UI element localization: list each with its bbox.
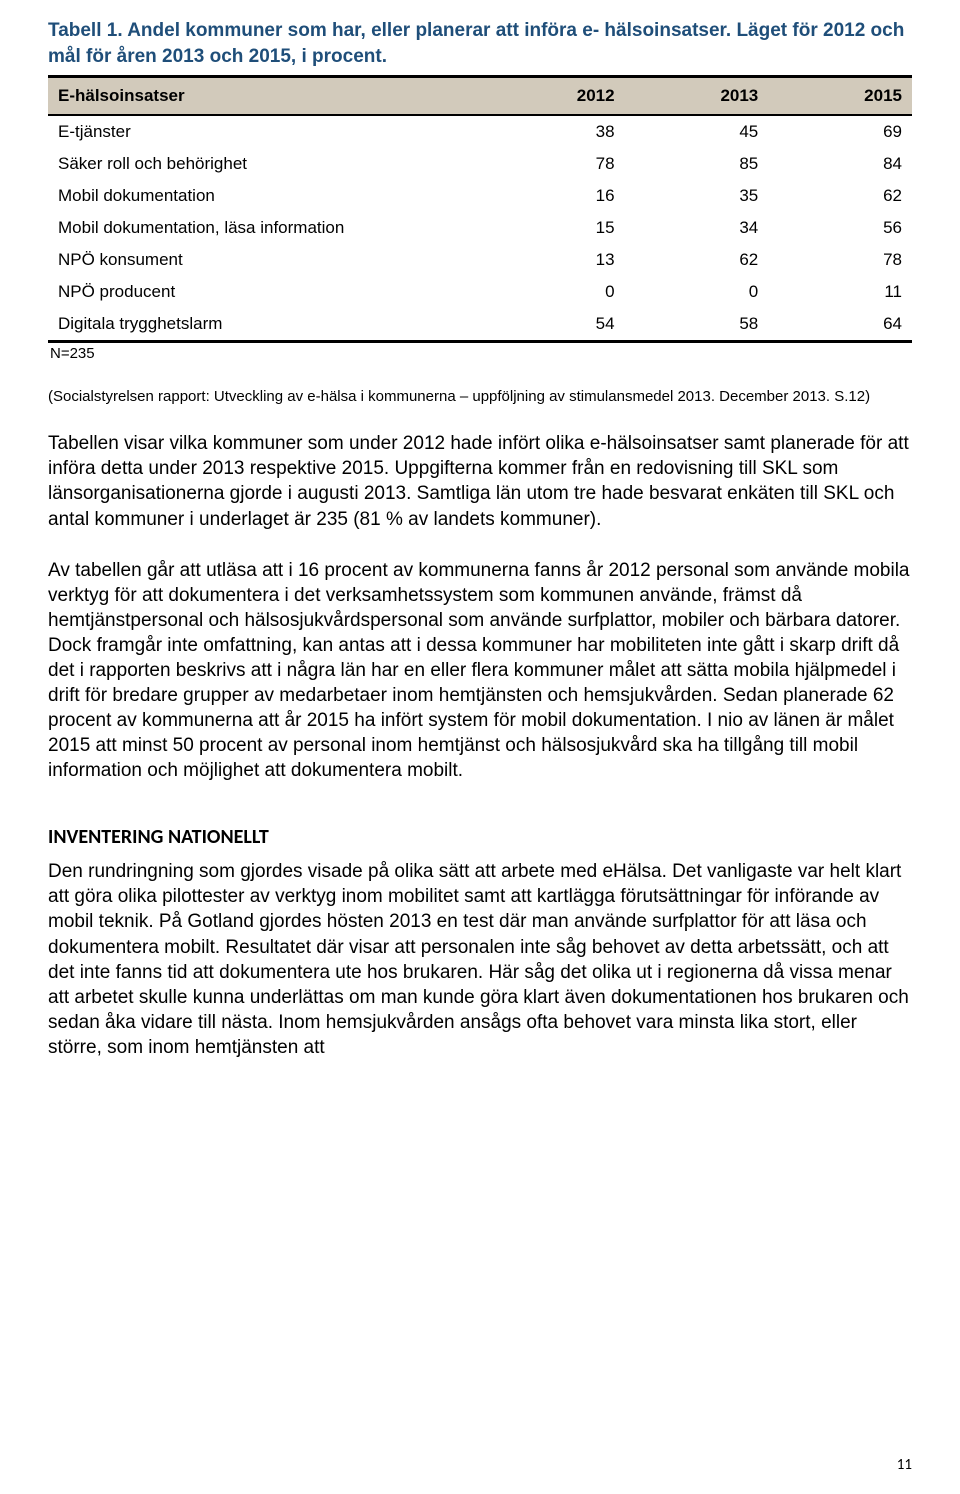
cell-num: 78	[481, 148, 625, 180]
cell-num: 0	[481, 276, 625, 308]
cell-num: 13	[481, 244, 625, 276]
source-text: (Socialstyrelsen rapport: Utveckling av …	[48, 388, 912, 405]
table-row: Mobil dokumentation 16 35 62	[48, 180, 912, 212]
paragraph-3: Den rundringning som gjordes visade på o…	[48, 859, 912, 1060]
cell-num: 45	[625, 115, 769, 148]
th-2015: 2015	[768, 77, 912, 116]
cell-num: 85	[625, 148, 769, 180]
data-table: E-hälsoinsatser 2012 2013 2015 E-tjänste…	[48, 75, 912, 343]
cell-num: 54	[481, 308, 625, 342]
table-body: E-tjänster 38 45 69 Säker roll och behör…	[48, 115, 912, 342]
cell-num: 64	[768, 308, 912, 342]
table-title: Tabell 1. Andel kommuner som har, eller …	[48, 18, 912, 69]
table-row: E-tjänster 38 45 69	[48, 115, 912, 148]
page: Tabell 1. Andel kommuner som har, eller …	[0, 0, 960, 1494]
cell-num: 16	[481, 180, 625, 212]
paragraph-2: Av tabellen går att utläsa att i 16 proc…	[48, 558, 912, 784]
table-footnote: N=235	[50, 345, 912, 362]
cell-label: Digitala trygghetslarm	[48, 308, 481, 342]
cell-label: Mobil dokumentation	[48, 180, 481, 212]
th-2012: 2012	[481, 77, 625, 116]
cell-num: 35	[625, 180, 769, 212]
table-row: Mobil dokumentation, läsa information 15…	[48, 212, 912, 244]
cell-label: NPÖ producent	[48, 276, 481, 308]
cell-num: 0	[625, 276, 769, 308]
cell-num: 62	[625, 244, 769, 276]
cell-label: E-tjänster	[48, 115, 481, 148]
table-row: Digitala trygghetslarm 54 58 64	[48, 308, 912, 342]
cell-num: 62	[768, 180, 912, 212]
paragraph-1: Tabellen visar vilka kommuner som under …	[48, 431, 912, 531]
cell-label: NPÖ konsument	[48, 244, 481, 276]
table-head: E-hälsoinsatser 2012 2013 2015	[48, 77, 912, 116]
cell-num: 15	[481, 212, 625, 244]
cell-num: 78	[768, 244, 912, 276]
cell-num: 38	[481, 115, 625, 148]
page-number: 11	[897, 1456, 912, 1474]
table-row: NPÖ konsument 13 62 78	[48, 244, 912, 276]
cell-num: 34	[625, 212, 769, 244]
cell-num: 11	[768, 276, 912, 308]
cell-num: 56	[768, 212, 912, 244]
cell-label: Säker roll och behörighet	[48, 148, 481, 180]
cell-num: 58	[625, 308, 769, 342]
th-2013: 2013	[625, 77, 769, 116]
th-label: E-hälsoinsatser	[48, 77, 481, 116]
table-row: Säker roll och behörighet 78 85 84	[48, 148, 912, 180]
section-heading: INVENTERING NATIONELLT	[48, 825, 912, 849]
table-row: NPÖ producent 0 0 11	[48, 276, 912, 308]
cell-num: 69	[768, 115, 912, 148]
cell-num: 84	[768, 148, 912, 180]
cell-label: Mobil dokumentation, läsa information	[48, 212, 481, 244]
